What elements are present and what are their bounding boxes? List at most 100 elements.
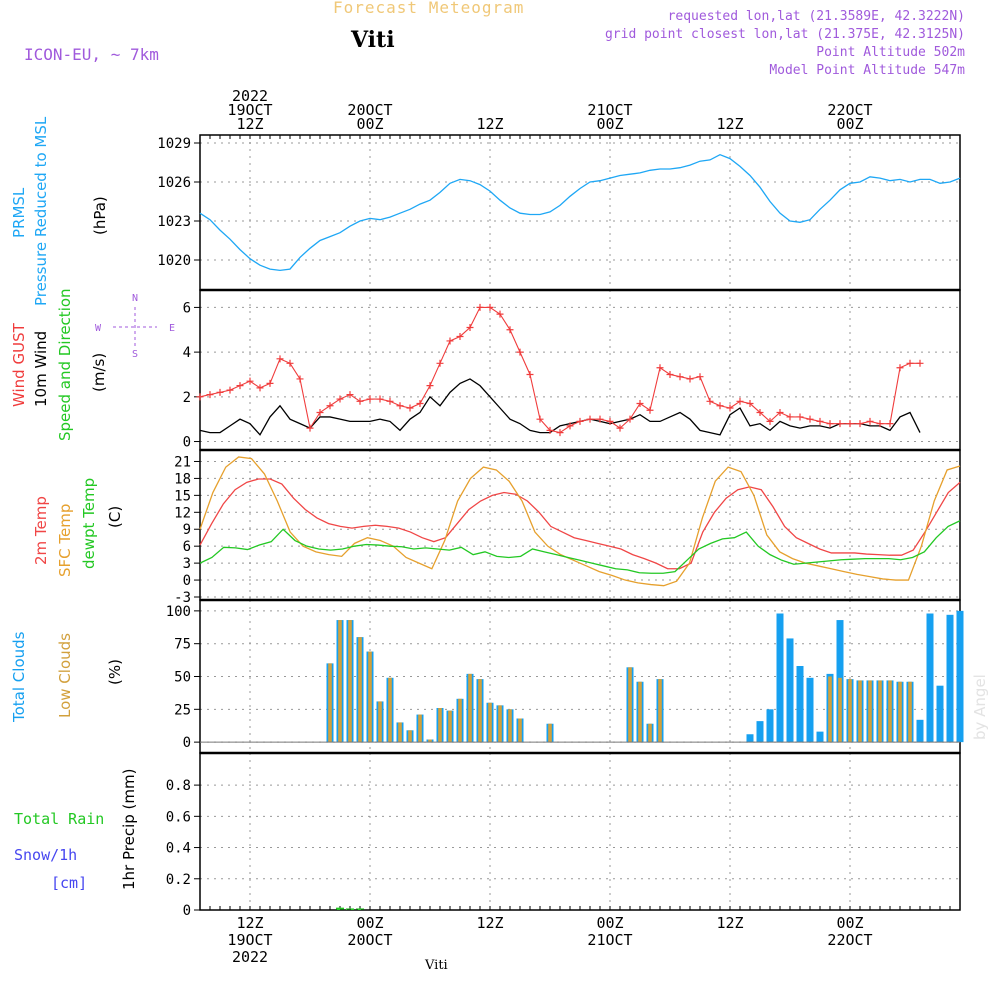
wind-gust-marker — [626, 415, 634, 423]
wind-unit-label: (m/s) — [90, 353, 108, 392]
time-label-bottom: 20OCT — [347, 931, 392, 949]
wind-gust-marker — [906, 359, 914, 367]
requested-coords: requested lon,lat (21.3589E, 42.3222N) — [667, 9, 965, 24]
compass-cross — [113, 307, 157, 347]
low-cloud-bar — [628, 667, 632, 743]
wind-gust-marker — [316, 408, 324, 416]
wind-gust-marker — [416, 400, 424, 408]
time-label-top: 12Z — [476, 115, 503, 133]
pressure-axis-label: Pressure Reduced to MSL — [32, 116, 50, 306]
low-cloud-bar — [838, 677, 842, 743]
ytick-label-temperature: 6 — [183, 539, 191, 555]
time-label-bottom: 00Z — [356, 914, 383, 932]
ytick-label-temperature: 9 — [183, 522, 191, 538]
low-cloud-bar — [848, 679, 852, 743]
point-altitude: Point Altitude 502m — [816, 45, 965, 60]
ytick-label-temperature: 12 — [174, 505, 191, 521]
low-cloud-bar — [878, 680, 882, 743]
time-label-bottom: 19OCT — [227, 931, 272, 949]
compass-n: N — [132, 293, 138, 304]
wind-gust-marker — [486, 303, 494, 311]
wind-axis-label: 10m Wind — [32, 331, 50, 407]
time-label-top: 20OCT — [347, 101, 392, 119]
wind-gust-marker — [196, 393, 204, 401]
bottom-station-label: Viti — [425, 958, 448, 973]
low-cloud-bar — [548, 723, 552, 743]
ytick-label-precip: 0.2 — [166, 872, 191, 888]
time-label-bottom: 2022 — [232, 948, 268, 966]
cloud-unit-label: (%) — [106, 659, 124, 685]
time-label-top: 12Z — [716, 115, 743, 133]
wind-gust-marker — [386, 397, 394, 405]
low-cloud-bar — [658, 679, 662, 743]
ytick-label-clouds: 100 — [166, 604, 191, 620]
low-cloud-bar — [468, 673, 472, 743]
wind-gust-marker — [376, 395, 384, 403]
ytick-label-temperature: 18 — [174, 471, 191, 487]
wind-gust-marker — [456, 332, 464, 340]
temp-axis-label: dewpt Temp — [80, 478, 98, 569]
temp-axis-label: SFC Temp — [56, 504, 74, 577]
rain-bar — [336, 907, 344, 910]
time-label-bottom: 00Z — [836, 914, 863, 932]
time-label-bottom: 22OCT — [827, 931, 872, 949]
low-cloud-bar — [648, 723, 652, 743]
low-cloud-bar — [888, 680, 892, 743]
wind-gust-marker — [896, 364, 904, 372]
total-cloud-bar — [766, 709, 774, 743]
pressure-axis-label: PRMSL — [10, 187, 28, 238]
ytick-label-clouds: 25 — [174, 702, 191, 718]
ytick-label-pressure: 1026 — [157, 175, 191, 191]
dewpoint-line — [199, 520, 961, 574]
wind-gust-marker — [826, 420, 834, 428]
wind-gust-marker — [576, 417, 584, 425]
wind-gust-marker — [466, 324, 474, 332]
wind-axis-label: Wind GUST — [10, 322, 28, 407]
compass-e: E — [169, 323, 175, 334]
time-label-top: 00Z — [596, 115, 623, 133]
wind-gust-marker — [656, 364, 664, 372]
low-cloud-bar — [898, 681, 902, 743]
time-label-top: 12Z — [236, 115, 263, 133]
low-cloud-bar — [508, 709, 512, 743]
wind-gust-marker — [476, 303, 484, 311]
total-cloud-bar — [816, 731, 824, 743]
ytick-label-pressure: 1023 — [157, 214, 191, 230]
wind-gust-marker — [326, 402, 334, 410]
ytick-label-pressure: 1020 — [157, 253, 191, 269]
wind-gust-marker — [886, 420, 894, 428]
time-label-top: 22OCT — [827, 101, 872, 119]
total-cloud-bar — [946, 614, 954, 743]
ytick-label-wind: 0 — [183, 435, 191, 451]
precip-axis-label: 1hr Precip (mm) — [120, 769, 138, 890]
wind-gust-marker — [226, 386, 234, 394]
time-label-bottom: 12Z — [476, 914, 503, 932]
ytick-label-wind: 4 — [183, 345, 191, 361]
low-cloud-bar — [478, 679, 482, 743]
time-label-bottom: 00Z — [596, 914, 623, 932]
pressure-line — [199, 153, 961, 272]
total-cloud-bar — [926, 613, 934, 743]
wind-gust-marker — [596, 415, 604, 423]
low-cloud-bar — [368, 651, 372, 743]
ytick-label-temperature: 3 — [183, 556, 191, 572]
wind-gust-marker — [746, 400, 754, 408]
time-label-top: 21OCT — [587, 101, 632, 119]
wind-gust-marker — [666, 370, 674, 378]
wind-gust-marker — [846, 420, 854, 428]
time-label-bottom: 12Z — [716, 914, 743, 932]
ytick-label-temperature: -3 — [174, 590, 191, 606]
low-cloud-bar — [408, 730, 412, 743]
wind-gust-marker — [396, 402, 404, 410]
wind-gust-marker — [676, 373, 684, 381]
total-cloud-bar — [956, 610, 964, 743]
wind-gust-marker — [736, 397, 744, 405]
time-label-top: 00Z — [356, 115, 383, 133]
wind-gust-marker — [716, 402, 724, 410]
low-cloud-bar — [438, 708, 442, 743]
temp-2m-line — [199, 478, 961, 570]
ytick-label-clouds: 75 — [174, 637, 191, 653]
low-cloud-bar — [518, 718, 522, 743]
ytick-label-clouds: 0 — [183, 735, 191, 751]
wind-gust-line — [199, 306, 920, 434]
